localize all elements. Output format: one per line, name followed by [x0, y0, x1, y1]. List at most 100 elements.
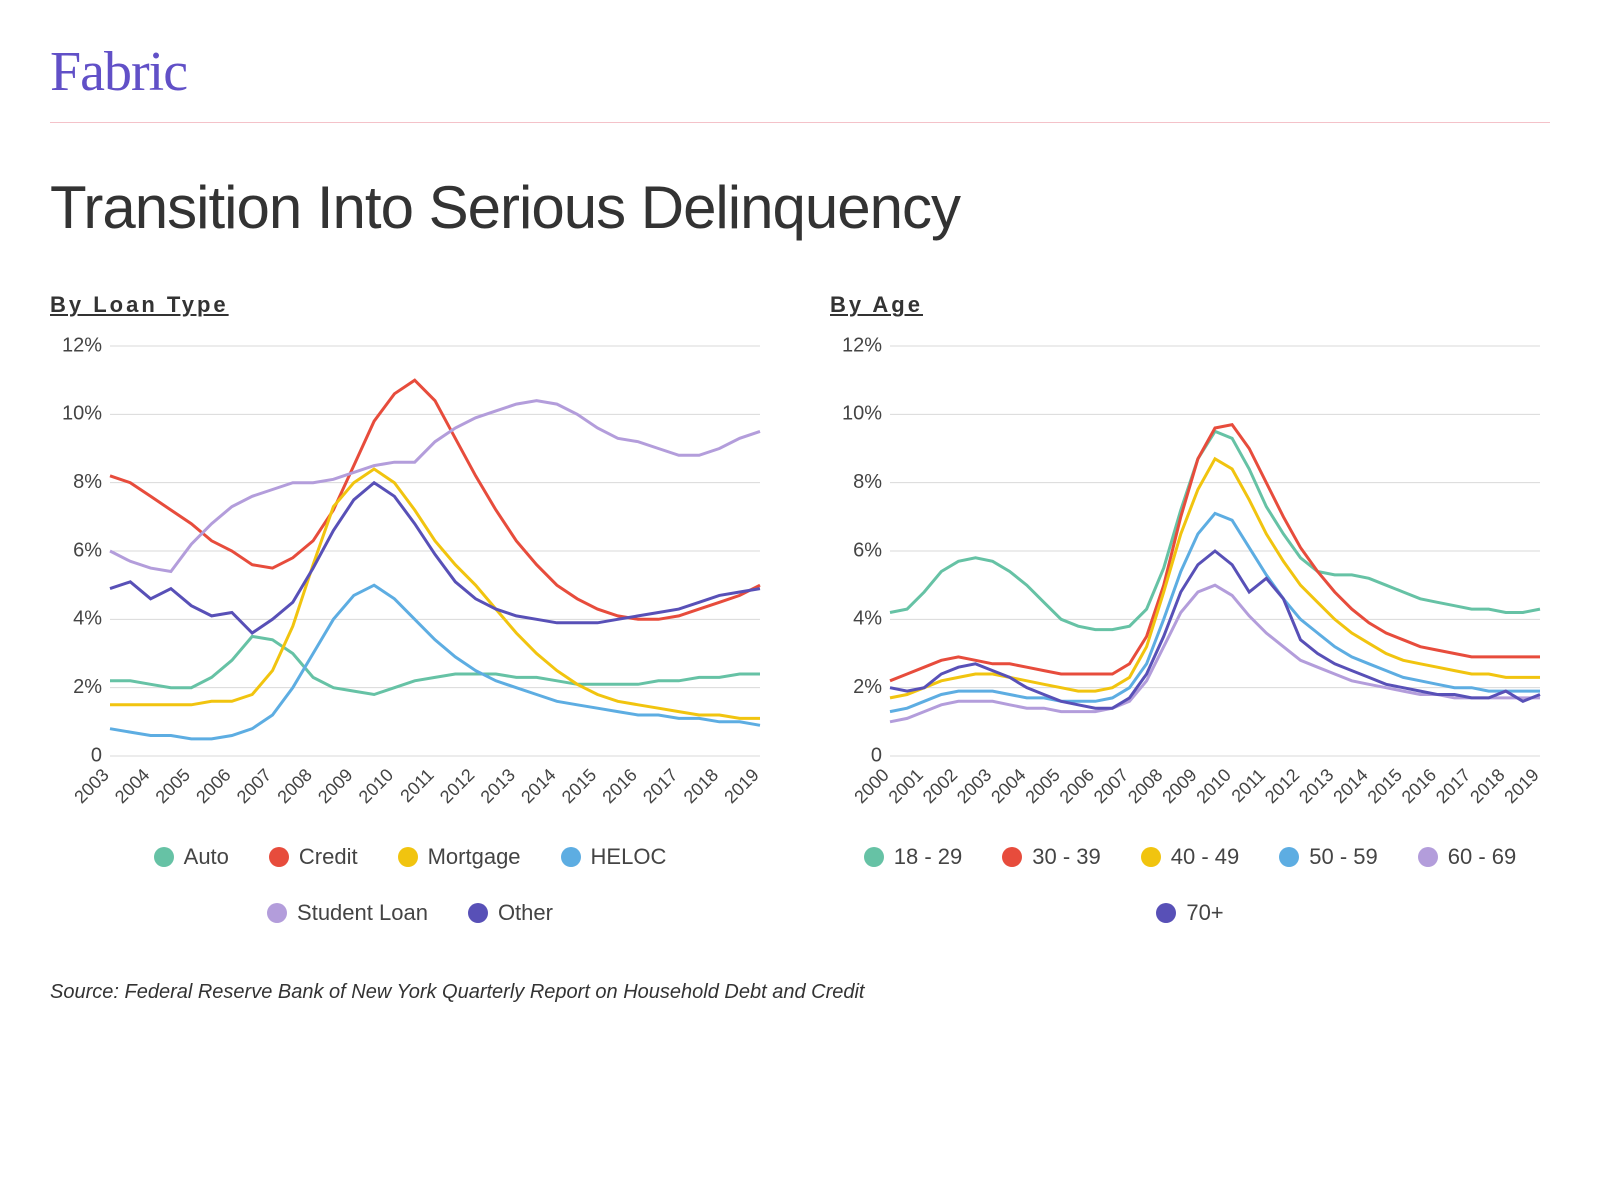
svg-text:2006: 2006	[1056, 765, 1098, 807]
legend-swatch	[1002, 847, 1022, 867]
legend-item: Mortgage	[398, 844, 521, 870]
svg-text:2018: 2018	[1466, 765, 1508, 807]
legend-label: Mortgage	[428, 844, 521, 870]
svg-text:4%: 4%	[73, 608, 102, 630]
legend-swatch	[1279, 847, 1299, 867]
legend-label: Auto	[184, 844, 229, 870]
svg-text:2013: 2013	[477, 765, 519, 807]
svg-text:2011: 2011	[396, 765, 438, 807]
svg-text:6%: 6%	[73, 539, 102, 561]
svg-text:2007: 2007	[1090, 765, 1132, 807]
legend-item: 60 - 69	[1418, 844, 1517, 870]
legend-label: 50 - 59	[1309, 844, 1378, 870]
svg-text:2001: 2001	[885, 765, 927, 807]
svg-text:2%: 2%	[853, 676, 882, 698]
svg-text:2004: 2004	[987, 765, 1029, 807]
svg-text:4%: 4%	[853, 608, 882, 630]
legend-label: 70+	[1186, 900, 1223, 926]
svg-text:2005: 2005	[152, 765, 194, 807]
legend-swatch	[154, 847, 174, 867]
svg-text:2006: 2006	[192, 765, 234, 807]
svg-text:2007: 2007	[233, 765, 275, 807]
legend-label: 40 - 49	[1171, 844, 1240, 870]
legend-label: 18 - 29	[894, 844, 963, 870]
legend-item: 40 - 49	[1141, 844, 1240, 870]
svg-text:2008: 2008	[273, 765, 315, 807]
page-title: Transition Into Serious Delinquency	[50, 173, 1550, 242]
legend-swatch	[267, 903, 287, 923]
svg-text:2019: 2019	[1500, 765, 1542, 807]
header-divider	[50, 122, 1550, 123]
legend-item: 70+	[1156, 900, 1223, 926]
svg-text:2012: 2012	[1261, 765, 1303, 807]
svg-text:2012: 2012	[436, 765, 478, 807]
legend-item: Student Loan	[267, 900, 428, 926]
legend-swatch	[561, 847, 581, 867]
source-attribution: Source: Federal Reserve Bank of New York…	[50, 981, 1550, 1004]
chart-surface: 02%4%6%8%10%12%2000200120022003200420052…	[830, 336, 1550, 816]
legend-item: 18 - 29	[864, 844, 963, 870]
svg-text:6%: 6%	[853, 539, 882, 561]
legend-label: 60 - 69	[1448, 844, 1517, 870]
legend-swatch	[1141, 847, 1161, 867]
svg-text:2003: 2003	[953, 765, 995, 807]
legend-label: Credit	[299, 844, 358, 870]
svg-text:0: 0	[871, 744, 882, 766]
chart-svg: 02%4%6%8%10%12%2003200420052006200720082…	[50, 336, 770, 816]
svg-text:2009: 2009	[314, 765, 356, 807]
legend-swatch	[468, 903, 488, 923]
svg-text:2015: 2015	[1364, 765, 1406, 807]
svg-text:2017: 2017	[1432, 765, 1474, 807]
svg-text:0: 0	[91, 744, 102, 766]
svg-text:2017: 2017	[639, 765, 681, 807]
legend-item: 50 - 59	[1279, 844, 1378, 870]
svg-text:2016: 2016	[1398, 765, 1440, 807]
legend-swatch	[398, 847, 418, 867]
charts-row: By Loan Type 02%4%6%8%10%12%200320042005…	[50, 292, 1550, 926]
chart-svg: 02%4%6%8%10%12%2000200120022003200420052…	[830, 336, 1550, 816]
svg-text:8%: 8%	[73, 471, 102, 493]
legend-swatch	[269, 847, 289, 867]
svg-text:2010: 2010	[355, 765, 397, 807]
svg-text:2019: 2019	[720, 765, 762, 807]
svg-text:10%: 10%	[62, 403, 102, 425]
legend-item: 30 - 39	[1002, 844, 1101, 870]
chart-subtitle: By Age	[830, 292, 1550, 318]
svg-text:2003: 2003	[70, 765, 112, 807]
svg-text:2016: 2016	[598, 765, 640, 807]
legend-label: Other	[498, 900, 553, 926]
svg-text:12%: 12%	[842, 334, 882, 356]
legend-label: 30 - 39	[1032, 844, 1101, 870]
svg-text:2018: 2018	[680, 765, 722, 807]
chart-by-age: By Age 02%4%6%8%10%12%200020012002200320…	[830, 292, 1550, 926]
svg-text:8%: 8%	[853, 471, 882, 493]
brand-logo: Fabric	[50, 40, 1550, 104]
svg-text:2005: 2005	[1021, 765, 1063, 807]
legend-swatch	[864, 847, 884, 867]
chart-loan-type: By Loan Type 0 2% 4% 6% 8% 10% 12% 200320042005…	[50, 292, 770, 926]
legend-swatch	[1418, 847, 1438, 867]
svg-text:2015: 2015	[558, 765, 600, 807]
legend-item: HELOC	[561, 844, 667, 870]
svg-text:2010: 2010	[1192, 765, 1234, 807]
svg-text:2009: 2009	[1158, 765, 1200, 807]
legend-swatch	[1156, 903, 1176, 923]
svg-text:2013: 2013	[1295, 765, 1337, 807]
svg-text:2011: 2011	[1228, 765, 1270, 807]
legend-item: Auto	[154, 844, 229, 870]
svg-text:12%: 12%	[62, 334, 102, 356]
chart-legend: 18 - 29 30 - 39 40 - 49 50 - 59 60 - 69 70+	[830, 844, 1550, 926]
svg-text:2004: 2004	[111, 765, 153, 807]
svg-text:2014: 2014	[517, 765, 559, 807]
chart-subtitle: By Loan Type	[50, 292, 770, 318]
chart-surface: 02%4%6%8%10%12%2003200420052006200720082…	[50, 336, 770, 816]
legend-label: Student Loan	[297, 900, 428, 926]
svg-text:10%: 10%	[842, 403, 882, 425]
svg-text:2002: 2002	[919, 765, 961, 807]
legend-label: HELOC	[591, 844, 667, 870]
svg-text:2000: 2000	[850, 765, 892, 807]
svg-text:2014: 2014	[1329, 765, 1371, 807]
svg-text:2008: 2008	[1124, 765, 1166, 807]
svg-text:2%: 2%	[73, 676, 102, 698]
chart-legend: Auto Credit Mortgage HELOC Student Loan Other	[50, 844, 770, 926]
